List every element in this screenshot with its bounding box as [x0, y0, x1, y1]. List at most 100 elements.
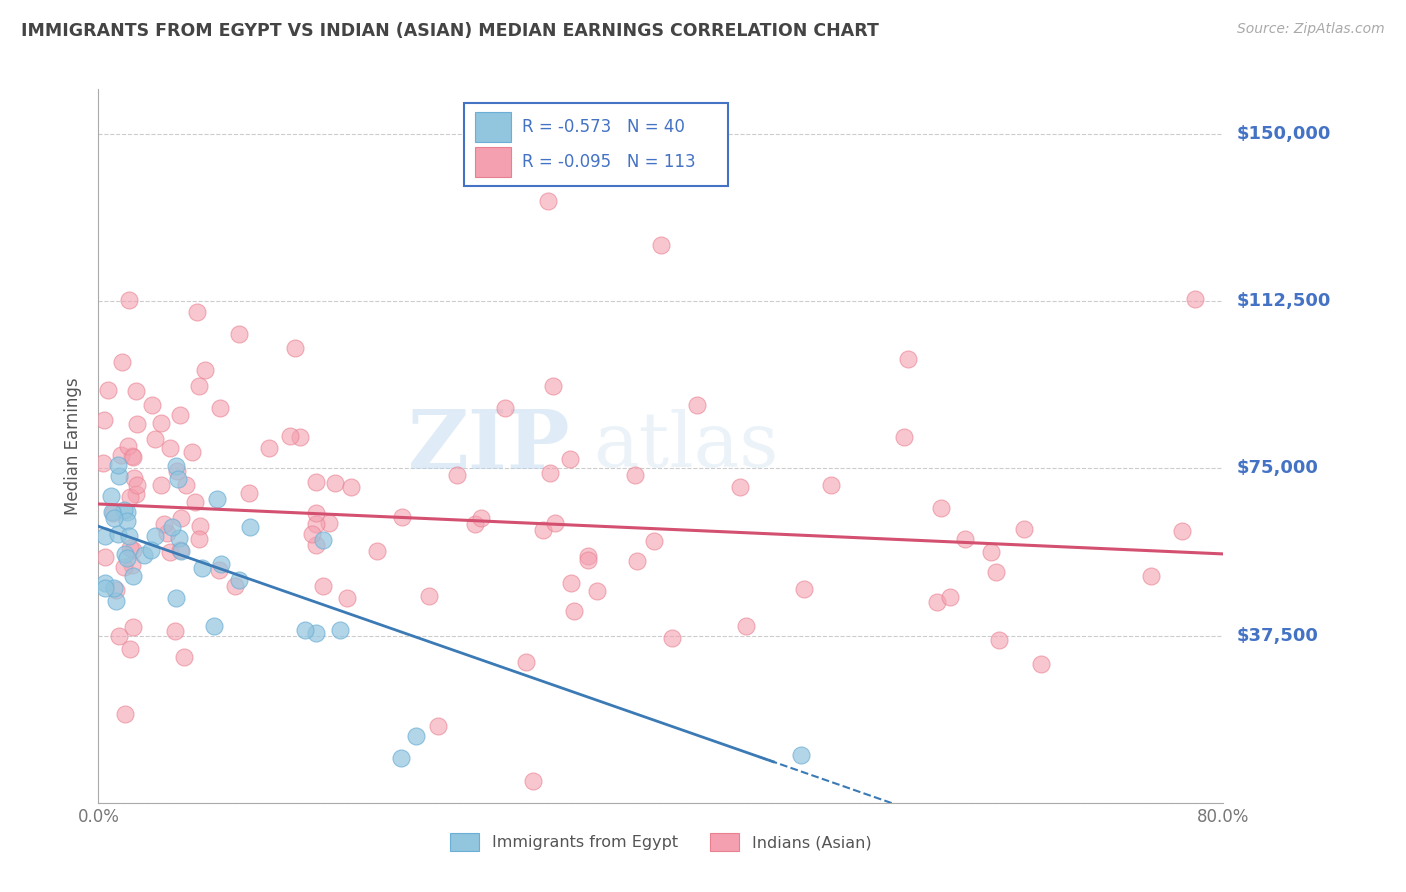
- Point: [114, 547, 136, 561]
- Point: [103, 511, 125, 525]
- Point: [160, 520, 183, 534]
- Point: [117, 550, 139, 565]
- Point: [257, 442, 280, 456]
- Point: [312, 533, 335, 547]
- Point: [790, 747, 813, 762]
- Point: [169, 532, 191, 546]
- Point: [100, 505, 122, 519]
- Point: [734, 619, 756, 633]
- Point: [305, 626, 328, 640]
- Point: [169, 543, 191, 558]
- Point: [187, 532, 209, 546]
- Point: [205, 491, 228, 506]
- Point: [305, 538, 328, 552]
- Point: [318, 516, 340, 530]
- Point: [340, 480, 363, 494]
- Point: [105, 594, 128, 608]
- Point: [685, 398, 707, 412]
- Point: [101, 506, 124, 520]
- Point: [209, 557, 232, 571]
- Point: [650, 238, 672, 252]
- Point: [224, 579, 246, 593]
- Point: [121, 620, 143, 634]
- Point: [169, 408, 191, 422]
- Point: [194, 363, 217, 377]
- Point: [1012, 522, 1035, 536]
- Point: [389, 751, 412, 765]
- Point: [531, 524, 554, 538]
- Point: [97, 383, 120, 397]
- Point: [294, 623, 316, 637]
- Point: [122, 471, 145, 485]
- Point: [94, 528, 117, 542]
- Point: [159, 545, 181, 559]
- Point: [173, 650, 195, 665]
- Point: [228, 327, 250, 342]
- Point: [391, 509, 413, 524]
- Point: [100, 489, 122, 503]
- Point: [931, 501, 953, 516]
- Text: atlas: atlas: [593, 409, 779, 483]
- Text: $37,500: $37,500: [1237, 626, 1319, 645]
- Point: [643, 533, 665, 548]
- Point: [239, 520, 262, 534]
- Point: [427, 719, 450, 733]
- Point: [108, 469, 131, 483]
- Point: [112, 559, 135, 574]
- Point: [167, 472, 190, 486]
- Point: [323, 476, 346, 491]
- Point: [169, 544, 191, 558]
- Point: [623, 468, 645, 483]
- Point: [165, 591, 187, 605]
- Point: [284, 341, 307, 355]
- Point: [125, 417, 148, 431]
- Point: [186, 305, 208, 319]
- Point: [208, 563, 231, 577]
- Point: [986, 565, 1008, 579]
- Point: [893, 430, 915, 444]
- Point: [312, 578, 335, 592]
- Point: [188, 518, 211, 533]
- Point: [939, 591, 962, 605]
- Point: [112, 502, 135, 516]
- Point: [153, 517, 176, 532]
- Point: [184, 495, 207, 509]
- Point: [470, 510, 492, 524]
- Point: [174, 478, 197, 492]
- Point: [118, 529, 141, 543]
- Point: [108, 629, 131, 643]
- Y-axis label: Median Earnings: Median Earnings: [65, 377, 83, 515]
- Point: [290, 429, 312, 443]
- Point: [576, 553, 599, 567]
- Point: [661, 632, 683, 646]
- Point: [301, 526, 323, 541]
- Point: [1029, 657, 1052, 672]
- Text: R = -0.095   N = 113: R = -0.095 N = 113: [523, 153, 696, 171]
- Point: [560, 575, 582, 590]
- Text: IMMIGRANTS FROM EGYPT VS INDIAN (ASIAN) MEDIAN EARNINGS CORRELATION CHART: IMMIGRANTS FROM EGYPT VS INDIAN (ASIAN) …: [21, 22, 879, 40]
- Text: $150,000: $150,000: [1237, 125, 1331, 143]
- Text: Source: ZipAtlas.com: Source: ZipAtlas.com: [1237, 22, 1385, 37]
- Point: [105, 582, 128, 597]
- Point: [562, 604, 585, 618]
- Point: [91, 456, 114, 470]
- Point: [141, 398, 163, 412]
- Point: [209, 401, 232, 415]
- Point: [107, 527, 129, 541]
- Point: [820, 478, 842, 492]
- Point: [494, 401, 516, 416]
- Point: [464, 516, 486, 531]
- Point: [366, 544, 388, 558]
- Point: [188, 379, 211, 393]
- Point: [150, 477, 173, 491]
- Point: [181, 445, 204, 459]
- FancyBboxPatch shape: [464, 103, 728, 186]
- Point: [170, 511, 193, 525]
- Bar: [475, 112, 512, 142]
- Point: [988, 632, 1011, 647]
- Point: [118, 490, 141, 504]
- Point: [110, 449, 132, 463]
- Point: [626, 554, 648, 568]
- Point: [336, 591, 359, 606]
- Point: [149, 416, 172, 430]
